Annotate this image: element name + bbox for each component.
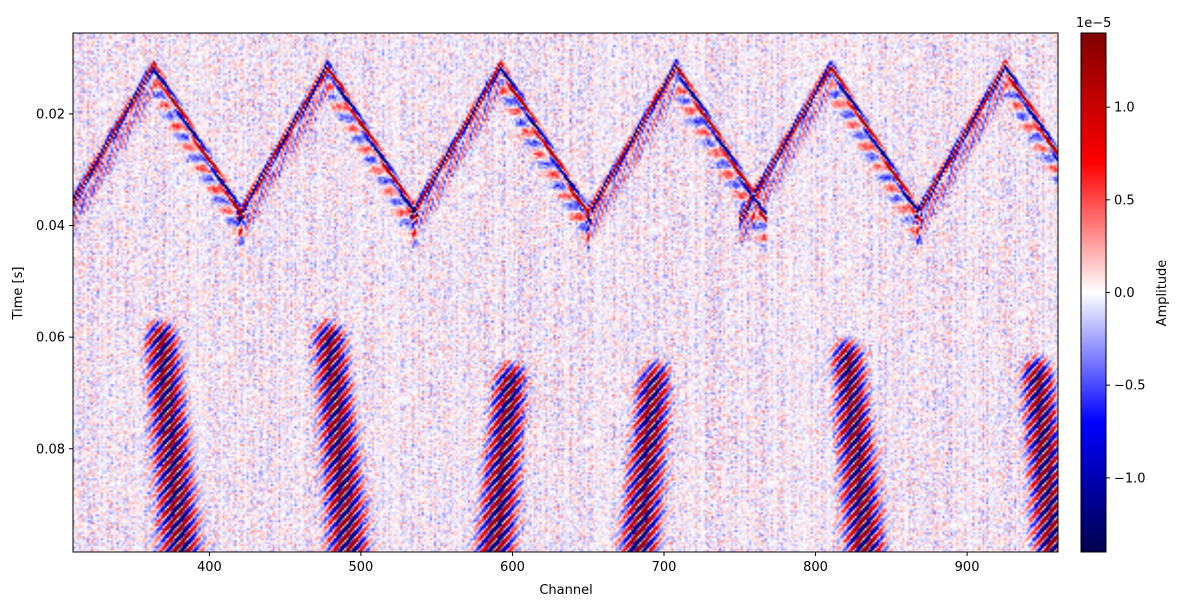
x-tick-label: 400 [197, 560, 222, 575]
colorbar-tick-label: −1.0 [1114, 471, 1146, 486]
colorbar-gradient [1080, 32, 1107, 553]
colorbar-offset-text: 1e−5 [1076, 16, 1111, 31]
y-axis-label: Time [s] [11, 267, 26, 321]
colorbar-tick-label: −0.5 [1114, 379, 1146, 394]
x-tick-label: 700 [652, 560, 677, 575]
heatmap-area [72, 32, 1059, 553]
y-tick-label: 0.04 [36, 219, 65, 234]
colorbar: 1.0 0.5 0.0 −0.5 −1.0 1e−5 Amplitude [1076, 16, 1170, 553]
x-tick-label: 600 [500, 560, 525, 575]
x-tick-label: 500 [349, 560, 374, 575]
colorbar-label: Amplitude [1155, 260, 1170, 327]
colorbar-tick-label: 0.0 [1114, 286, 1135, 301]
x-axis: 400 500 600 700 800 900 [197, 552, 980, 575]
plot-frame [72, 32, 1059, 553]
y-tick-label: 0.06 [36, 331, 65, 346]
x-tick-label: 800 [803, 560, 828, 575]
colorbar-ticks: 1.0 0.5 0.0 −0.5 −1.0 [1106, 101, 1146, 486]
x-axis-label: Channel [539, 583, 592, 598]
heatmap-image [73, 33, 1058, 552]
y-axis: 0.02 0.04 0.06 0.08 [36, 107, 73, 457]
y-tick-label: 0.08 [36, 442, 65, 457]
colorbar-tick-label: 1.0 [1114, 101, 1135, 116]
y-tick-label: 0.02 [36, 107, 65, 122]
x-tick-label: 900 [955, 560, 980, 575]
colorbar-tick-label: 0.5 [1114, 193, 1135, 208]
